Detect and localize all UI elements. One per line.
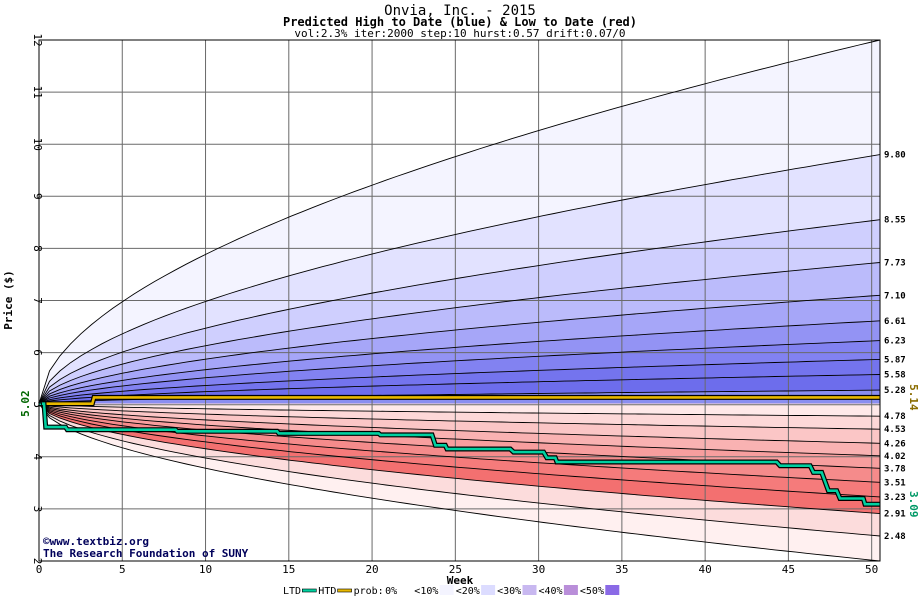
legend-htd-swatch: [337, 588, 352, 593]
plot-frame: [38, 39, 881, 562]
x-tick-label: 25: [449, 563, 462, 576]
x-tick-label: 15: [282, 563, 295, 576]
y-tick-label: 4: [31, 453, 44, 460]
x-tick-label: 0: [36, 563, 43, 576]
upper-quantile-curve-2: [38, 219, 881, 404]
lower-quantile-curve-8: [38, 403, 881, 537]
lower-quantile-curve-2: [38, 403, 881, 444]
curve-end-label: 6.23: [884, 337, 906, 347]
watermark-line-2: The Research Foundation of SUNY: [43, 547, 249, 560]
curve-end-label: 5.87: [884, 355, 906, 365]
chart-title: Onvia, Inc. - 2015: [384, 3, 536, 19]
curve-end-label: 7.73: [884, 258, 906, 268]
y-tick-label: 10: [31, 138, 44, 151]
quantile-curves: [38, 39, 881, 562]
x-tick-label: 10: [199, 563, 212, 576]
curve-end-label: 9.80: [884, 151, 906, 161]
y-tick-label: 11: [31, 85, 44, 98]
upper-quantile-curve-8: [38, 374, 881, 405]
chart-params: vol:2.3% iter:2000 step:10 hurst:0.57 dr…: [294, 27, 626, 40]
y-tick-label: 2: [31, 558, 44, 565]
curve-end-labels: 9.80 8.55 7.73 7.10 6.61 6.23 5.87 5.58 5.28 4.78…: [884, 151, 906, 542]
upper-quantile-curve-5: [38, 320, 881, 405]
y-tick-label: 7: [31, 297, 44, 304]
curve-end-label: 3.51: [884, 478, 906, 488]
x-tick-label: 50: [865, 563, 878, 576]
upper-quantile-curve-4: [38, 294, 881, 405]
y-tick-label: 3: [31, 506, 44, 513]
x-tick-label: 20: [365, 563, 378, 576]
upper-quantile-curve-6: [38, 340, 881, 405]
x-axis-title: Week: [447, 574, 474, 587]
chart-subtitle: Predicted High to Date (blue) & Low to D…: [282, 15, 637, 29]
upper-quantile-curve-0: [38, 39, 881, 404]
lower-quantile-curve-9: [38, 403, 881, 562]
curve-end-label: 4.53: [884, 425, 906, 435]
legend: LTD HTD prob: 0% <10% <20% <30% <40% <50%: [283, 585, 620, 597]
x-tick-label: 40: [699, 563, 712, 576]
upper-quantile-curve-3: [38, 262, 881, 404]
start-value-label: 5.02: [19, 390, 32, 417]
legend-swatch-3: [522, 585, 537, 595]
curve-end-label: 4.02: [884, 452, 906, 462]
x-tick-label: 30: [532, 563, 545, 576]
legend-swatch-1: [439, 585, 454, 595]
final-htd-label: 5.14: [907, 384, 920, 411]
y-tick-label: 6: [31, 349, 44, 356]
y-tick-label: 5: [31, 401, 44, 408]
y-tick-label: 12: [31, 33, 44, 46]
curve-end-label: 4.78: [884, 412, 906, 422]
lower-quantile-curve-1: [38, 403, 881, 430]
upper-quantile-curve-1: [38, 154, 881, 404]
upper-quantile-curve-7: [38, 358, 881, 405]
lower-quantile-curve-7: [38, 403, 881, 515]
legend-item-label: <20%: [456, 586, 480, 597]
curve-end-label: 4.26: [884, 439, 906, 449]
legend-swatch-4: [563, 585, 578, 595]
legend-item-label: <50%: [580, 586, 604, 597]
x-tick-label: 45: [782, 563, 795, 576]
legend-item-label: 0%: [385, 586, 397, 597]
curve-end-label: 5.28: [884, 386, 906, 396]
lower-quantile-curve-0: [38, 403, 881, 417]
curve-end-label: 3.78: [884, 464, 906, 474]
curve-end-label: 8.55: [884, 216, 906, 226]
curve-end-label: 6.61: [884, 317, 906, 327]
legend-swatch-5: [605, 585, 620, 595]
curve-end-label: 5.58: [884, 370, 906, 380]
ltd-line: [39, 402, 880, 506]
curve-end-label: 7.10: [884, 291, 906, 301]
watermark-line-1: ©www.textbiz.org: [43, 535, 149, 548]
y-tick-label: 9: [31, 193, 44, 200]
x-tick-label: 35: [615, 563, 628, 576]
legend-prob-label: prob:: [354, 586, 384, 597]
curve-end-label: 2.48: [884, 532, 906, 542]
lower-quantile-curve-3: [38, 403, 881, 457]
lower-quantile-curve-6: [38, 403, 881, 498]
legend-item-label: <40%: [539, 586, 563, 597]
curve-end-label: 2.91: [884, 510, 906, 520]
legend-swatch-2: [481, 585, 496, 595]
y-tick-label: 8: [31, 245, 44, 252]
legend-htd-label: HTD: [318, 586, 336, 597]
htd-line: [39, 396, 880, 406]
lower-band-0: [39, 403, 880, 417]
legend-ltd-label: LTD: [283, 586, 301, 597]
legend-item-label: <10%: [414, 586, 438, 597]
legend-item-label: <30%: [497, 586, 521, 597]
curve-end-label: 3.23: [884, 493, 906, 503]
final-ltd-label: 3.09: [907, 491, 920, 518]
x-tick-label: 5: [119, 563, 126, 576]
y-axis-title: Price ($): [2, 270, 15, 330]
legend-swatch-0: [398, 585, 413, 595]
legend-ltd-swatch: [301, 588, 317, 593]
